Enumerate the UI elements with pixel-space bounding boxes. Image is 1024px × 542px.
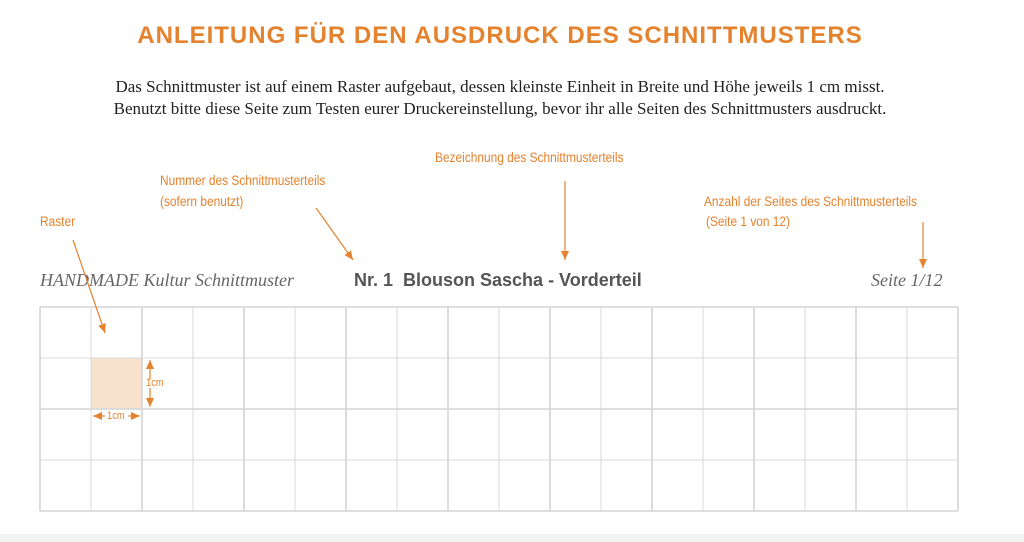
bezeichnung-label: Bezeichnung des Schnittmusterteils [435,149,624,165]
cm-height-arrow-down-head [146,398,154,407]
intro-line-1: Das Schnittmuster ist auf einem Raster a… [115,77,885,96]
bottom-bar [0,534,1024,542]
cm-width-arrow-right-head [131,412,140,420]
raster-arrow [72,239,106,334]
brand-header: HANDMADE Kultur Schnittmuster [40,270,294,290]
cm-height-label: 1cm [146,377,164,389]
anzahl-label: Anzahl der Seites des Schnittmusterteils [704,193,917,209]
cm-height-arrow-up-head [146,360,154,369]
intro-line-2: Benutzt bitte diese Seite zum Testen eur… [113,99,887,118]
part-header: Nr. 1 Blouson Sascha - Vorderteil [354,270,642,290]
bezeichnung-arrow-head [561,251,569,260]
anzahl-note: (Seite 1 von 12) [706,213,791,229]
raster-label: Raster [40,213,76,229]
intro-text: Das Schnittmuster ist auf einem Raster a… [0,76,1000,120]
page-title: ANLEITUNG FÜR DEN AUSDRUCK DES SCHNITTMU… [137,22,863,49]
cm-width-label: 1cm [107,410,125,422]
one-cm-cell [91,358,142,409]
page-number: Seite 1/12 [871,270,943,290]
nummer-arrow [315,207,354,261]
nummer-note: (sofern benutzt) [160,193,244,209]
nummer-label: Nummer des Schnittmusterteils [160,172,326,188]
cm-width-arrow-left-head [93,412,102,420]
nummer-arrow-head [344,250,353,260]
raster-arrow-head [98,323,106,333]
anzahl-arrow-head [919,259,927,268]
